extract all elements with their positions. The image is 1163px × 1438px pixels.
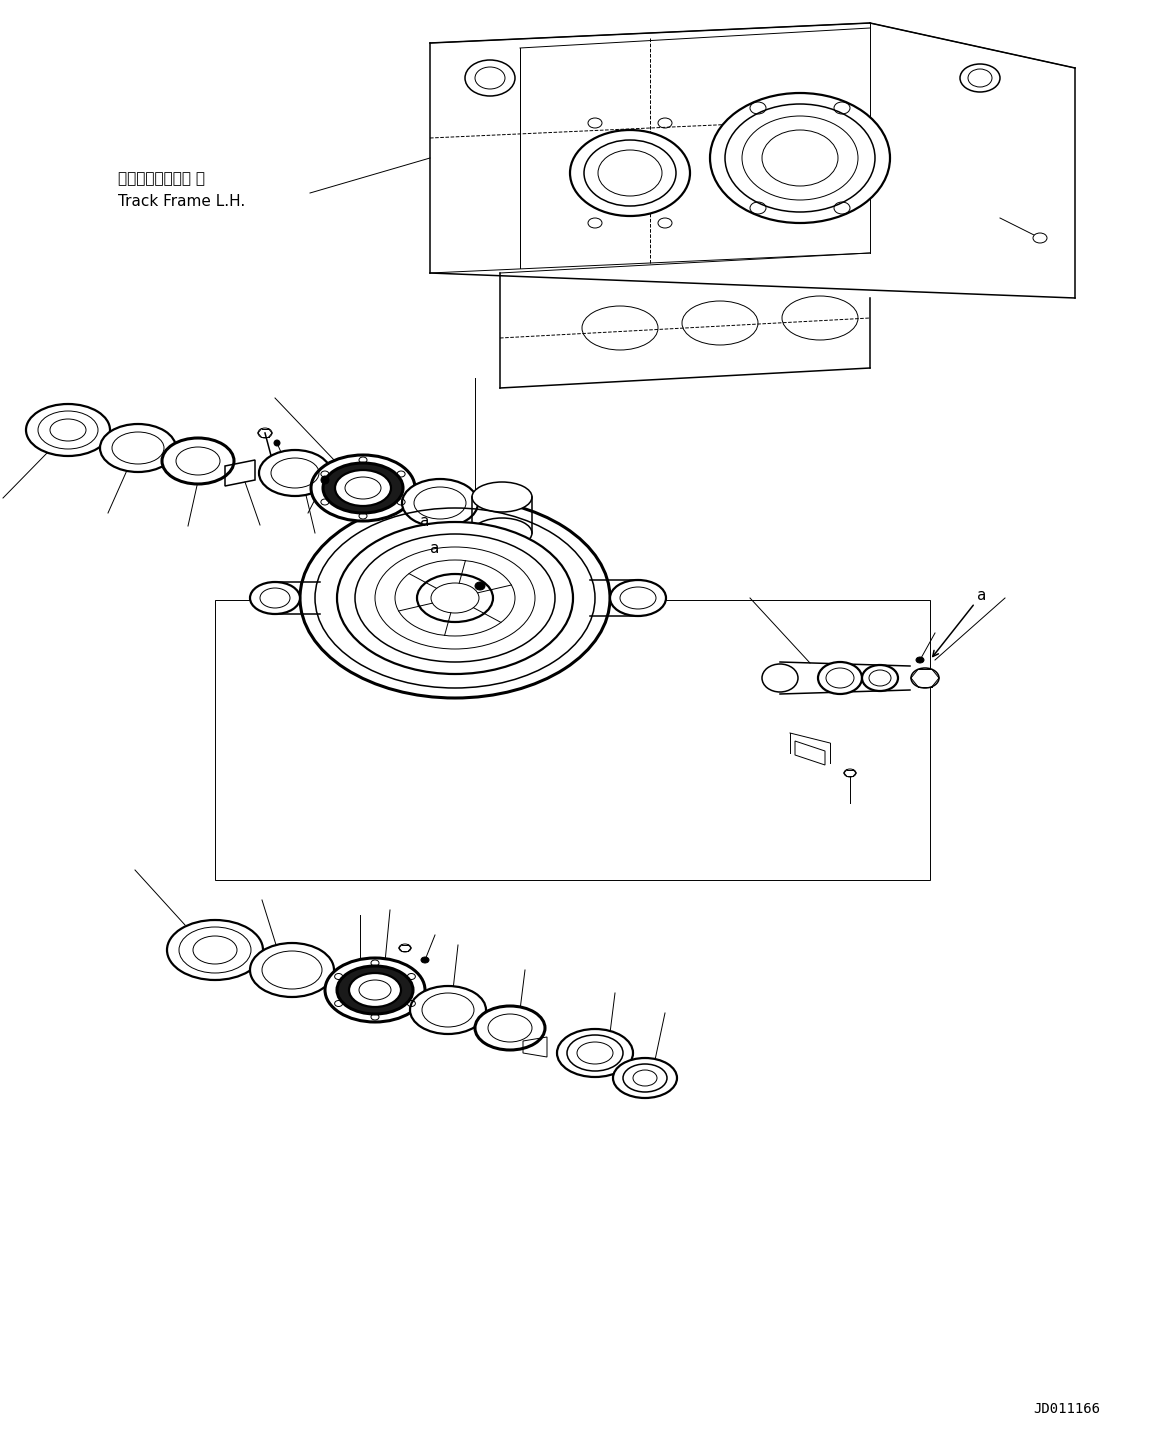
Ellipse shape [26, 404, 110, 456]
Ellipse shape [250, 582, 300, 614]
Text: a: a [977, 588, 986, 603]
Ellipse shape [349, 974, 401, 1007]
Ellipse shape [959, 65, 1000, 92]
Ellipse shape [911, 669, 939, 687]
Text: Track Frame L.H.: Track Frame L.H. [117, 194, 245, 209]
Ellipse shape [557, 1030, 633, 1077]
Ellipse shape [465, 60, 515, 96]
Ellipse shape [475, 1007, 545, 1050]
Text: トラックフレーム 左: トラックフレーム 左 [117, 171, 205, 186]
Ellipse shape [193, 936, 237, 963]
Text: a: a [430, 541, 440, 557]
Ellipse shape [472, 518, 531, 548]
Ellipse shape [584, 139, 676, 206]
Ellipse shape [421, 958, 429, 963]
Ellipse shape [844, 769, 856, 777]
Ellipse shape [311, 454, 415, 521]
Bar [215, 600, 930, 880]
Ellipse shape [337, 522, 573, 674]
Ellipse shape [335, 470, 391, 506]
Ellipse shape [725, 104, 875, 211]
Ellipse shape [916, 657, 923, 663]
Ellipse shape [709, 93, 890, 223]
Text: a: a [420, 513, 429, 529]
Ellipse shape [250, 943, 334, 997]
Ellipse shape [611, 580, 666, 615]
Ellipse shape [862, 664, 898, 692]
Ellipse shape [762, 664, 798, 692]
Text: JD011166: JD011166 [1033, 1402, 1100, 1416]
Ellipse shape [411, 986, 486, 1034]
Ellipse shape [418, 574, 493, 623]
Ellipse shape [1033, 233, 1047, 243]
Ellipse shape [300, 498, 611, 697]
Ellipse shape [321, 476, 329, 485]
Ellipse shape [323, 463, 404, 513]
Ellipse shape [337, 966, 413, 1014]
Ellipse shape [570, 129, 690, 216]
Ellipse shape [274, 440, 280, 446]
Polygon shape [795, 741, 825, 765]
Ellipse shape [475, 582, 485, 590]
Ellipse shape [100, 424, 176, 472]
Ellipse shape [167, 920, 263, 981]
Ellipse shape [50, 418, 86, 441]
Ellipse shape [399, 943, 411, 952]
Ellipse shape [818, 661, 862, 695]
Ellipse shape [613, 1058, 677, 1099]
Ellipse shape [324, 958, 424, 1022]
Ellipse shape [472, 482, 531, 512]
Ellipse shape [259, 450, 331, 496]
Ellipse shape [402, 479, 478, 526]
Ellipse shape [162, 439, 234, 485]
